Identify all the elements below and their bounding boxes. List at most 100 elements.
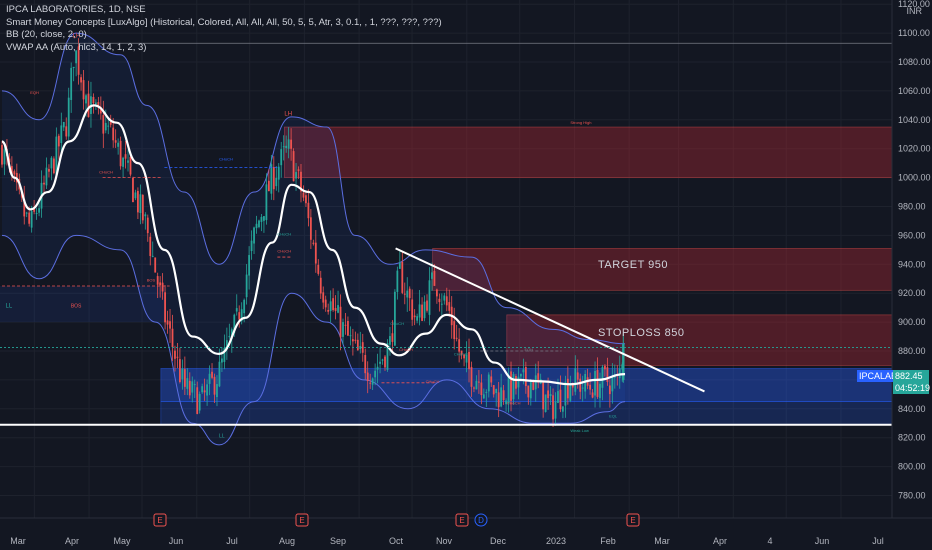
candle-body [104,122,107,131]
candle-body [30,211,33,228]
candle-body [544,394,547,412]
candle-body [448,302,451,311]
candle-body [403,293,406,295]
candle-body [72,66,75,69]
candle-body [608,385,611,395]
candle-body [45,167,48,186]
candle-body [82,80,85,100]
candle-body [25,212,28,214]
earnings-marker [626,513,640,527]
time-tick-label: Sep [330,536,346,546]
symbol-title[interactable]: IPCA LABORATORIES, 1D, NSE [6,4,146,15]
candle-body [440,303,443,305]
candle-body [107,125,110,127]
candle-body [604,365,606,370]
candle-body [309,217,312,240]
candle-body [263,216,265,221]
candle-body [272,167,275,190]
candle-body [255,223,258,229]
candle-body [102,115,105,134]
candle-body [127,160,129,163]
candle-body [576,372,579,380]
candle-body [119,140,122,167]
candle-body [94,102,97,105]
candle-body [339,306,342,338]
candle-body [70,67,73,100]
candle-body [129,156,132,175]
bb-lower [1,234,626,446]
candle-body [502,390,505,401]
candle-body [250,240,253,252]
candle-body [161,282,164,292]
candle-body [43,182,45,185]
time-tick-label: May [113,536,131,546]
time-tick-label: Apr [713,536,727,546]
candle-body [109,121,112,125]
candle-body [139,194,142,214]
candle-body [166,320,169,325]
candle-body [3,149,6,165]
price-tick-label: 820.00 [898,433,926,443]
candle-body [584,373,587,392]
label-choch: CHoCH [399,347,413,352]
candle-body [297,169,300,171]
earnings-marker [153,513,167,527]
candle-body [92,96,95,104]
candle-body [391,333,394,342]
candle-body [557,391,559,403]
dividend-marker [474,513,488,527]
candle-body [312,242,315,244]
candle-body [156,276,159,285]
time-tick-label: Jul [872,536,884,546]
candle-body [406,290,409,298]
candle-body [85,95,87,104]
candle-body [579,378,582,392]
candle-body [302,192,305,198]
time-tick-label: Mar [654,536,670,546]
candle-body [33,207,36,212]
candle-body [287,139,290,149]
candle-body [562,406,564,412]
candle-body [529,381,532,399]
label-choch: CHoCH [454,351,468,356]
price-tick-label: 960.00 [898,230,926,240]
vwap-indicator-label[interactable]: VWAP AA (Auto, hlc3, 14, 1, 2, 3) [6,41,147,53]
candle-body [97,102,100,106]
candlesticks [1,38,625,427]
candle-body [594,370,596,396]
smc-indicator-label[interactable]: Smart Money Concepts [LuxAlgo] (Historic… [6,16,442,28]
candle-body [146,217,149,234]
label-eqh: EQH [30,90,39,95]
candle-body [389,336,391,345]
candle-body [443,295,446,301]
candle-body [292,151,295,182]
candle-body [532,380,535,390]
candle-body [396,270,399,292]
candle-body [364,355,367,374]
price-tick-label: 1060.00 [898,86,931,96]
candle-body [480,382,483,396]
candle-body [470,366,473,387]
label-bos: BOS [147,278,156,283]
candle-body [517,376,520,388]
candle-body [277,166,280,180]
stoploss-label: STOPLOSS 850 [598,327,685,339]
candle-body [381,359,384,361]
candle-body [137,190,139,213]
candle-body [52,158,55,174]
earnings-marker [455,513,469,527]
candle-body [35,212,38,214]
candle-body [482,394,485,399]
candle-body [144,214,147,217]
candle-body [55,136,58,176]
candle-body [332,298,335,311]
overlay-lines [0,42,892,426]
label-choch: CHoCH [507,400,521,405]
candle-body [534,375,537,390]
candle-body [327,309,330,312]
candle-body [601,366,604,388]
candle-body [203,390,206,393]
label-ll: LL [6,304,13,310]
bb-indicator-label[interactable]: BB (20, close, 2, 0) [6,29,87,40]
